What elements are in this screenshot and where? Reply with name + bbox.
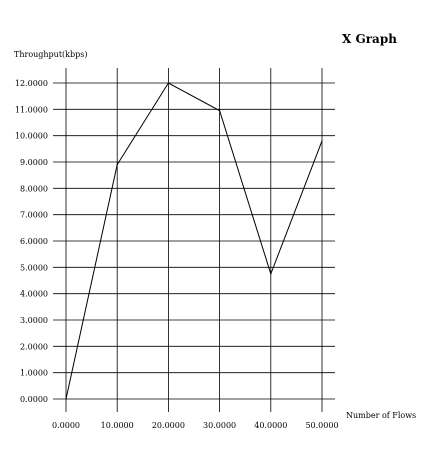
x-tick-label: 20.0000 [152, 421, 185, 430]
data-point [270, 273, 272, 275]
data-point [219, 110, 221, 112]
y-tick-label: 8.0000 [20, 184, 48, 193]
data-point [65, 398, 67, 400]
data-point [321, 140, 323, 142]
x-tick-label: 40.0000 [254, 421, 287, 430]
y-tick-label: 10.0000 [15, 132, 48, 141]
y-axis-label: Throughput(kbps) [14, 50, 87, 59]
y-tick-label: 1.0000 [20, 369, 48, 378]
y-tick-label: 7.0000 [20, 211, 48, 220]
y-tick-label: 2.0000 [20, 342, 48, 351]
y-tick-label: 0.0000 [20, 395, 48, 404]
x-tick-label: 50.0000 [305, 421, 338, 430]
data-point [116, 164, 118, 166]
chart-title: X Graph [342, 32, 397, 46]
y-tick-label: 12.0000 [15, 79, 48, 88]
x-tick-labels: 0.0000 10.0000 20.0000 30.0000 40.0000 50.000… [52, 421, 339, 430]
series-group [65, 82, 323, 400]
y-tick-label: 3.0000 [20, 316, 48, 325]
y-tick-label: 9.0000 [20, 158, 48, 167]
series-line [65, 82, 323, 400]
y-tick-label: 11.0000 [15, 105, 48, 114]
data-point [167, 82, 169, 84]
y-tick-labels: 0.0000 1.0000 2.0000 3.0000 4.0000 5.0000 6.00… [15, 79, 48, 404]
y-tick-label: 4.0000 [20, 290, 48, 299]
x-axis-label: Number of Flows [346, 411, 416, 420]
y-tick-label: 6.0000 [20, 237, 48, 246]
y-tick-label: 5.0000 [20, 263, 48, 272]
x-tick-label: 30.0000 [203, 421, 236, 430]
x-tick-label: 0.0000 [52, 421, 80, 430]
x-tick-label: 10.0000 [101, 421, 134, 430]
grid [53, 68, 335, 412]
